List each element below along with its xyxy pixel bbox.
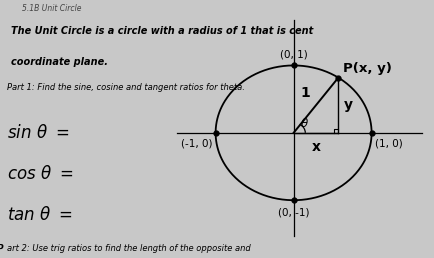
Text: (0, -1): (0, -1) [278, 208, 309, 218]
Text: $\mathit{tan}\ \theta\ =$: $\mathit{tan}\ \theta\ =$ [7, 206, 73, 224]
Text: art 2: Use trig ratios to find the length of the opposite and: art 2: Use trig ratios to find the lengt… [7, 244, 251, 253]
Text: $\mathit{cos}\ \theta\ =$: $\mathit{cos}\ \theta\ =$ [7, 165, 74, 183]
Text: The Unit Circle is a circle with a radius of 1 that is cent: The Unit Circle is a circle with a radiu… [11, 26, 313, 36]
Text: coordinate plane.: coordinate plane. [11, 57, 108, 67]
Text: P: P [0, 244, 3, 253]
Text: Part 1: Find the sine, cosine and tangent ratios for theta.: Part 1: Find the sine, cosine and tangen… [7, 83, 245, 92]
Text: (0, 1): (0, 1) [280, 49, 307, 59]
Text: (1, 0): (1, 0) [375, 139, 402, 149]
Text: 1: 1 [301, 86, 311, 100]
Text: (-1, 0): (-1, 0) [181, 139, 213, 149]
Text: $\mathit{sin}\ \theta\ =$: $\mathit{sin}\ \theta\ =$ [7, 124, 69, 142]
Text: P(x, y): P(x, y) [343, 62, 392, 75]
Text: y: y [344, 98, 353, 112]
Text: x: x [312, 141, 320, 155]
Text: 5.1B Unit Circle: 5.1B Unit Circle [22, 4, 81, 13]
Text: θ: θ [301, 117, 308, 130]
